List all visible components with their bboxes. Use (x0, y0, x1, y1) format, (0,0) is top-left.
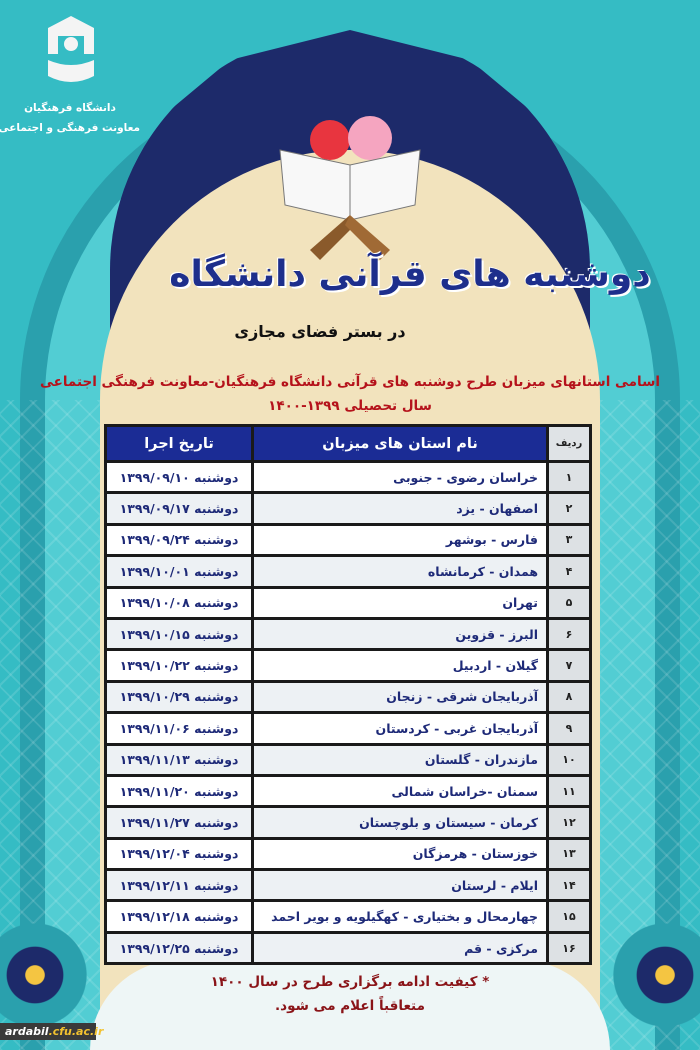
province-name: گیلان - اردبیل (254, 651, 546, 680)
row-number: ۱۴ (549, 871, 589, 900)
province-name: اصفهان - یزد (254, 494, 546, 523)
row-number: ۷ (549, 651, 589, 680)
table-row: ۱۵ چهارمحال و بختیاری - کهگیلویه و بویر ا… (107, 902, 589, 931)
event-date: دوشنبه ۱۳۹۹/۰۹/۱۰ (107, 463, 251, 492)
province-name: خوزستان - هرمزگان (254, 839, 546, 869)
row-number: ۱ (549, 463, 589, 492)
table-row: ۴ همدان - کرمانشاه دوشنبه ۱۳۹۹/۱۰/۰۱ (107, 557, 589, 586)
logo-university-name: دانشگاه فرهنگیان (24, 102, 116, 114)
row-number: ۸ (549, 682, 589, 712)
province-name: همدان - کرمانشاه (254, 557, 546, 586)
table-row: ۸ آذربایجان شرقی - زنجان دوشنبه ۱۳۹۹/۱۰/۲۹ (107, 682, 589, 712)
event-date: دوشنبه ۱۳۹۹/۰۹/۱۷ (107, 494, 251, 523)
event-date: دوشنبه ۱۳۹۹/۱۲/۲۵ (107, 933, 251, 963)
province-name: خراسان رضوی - جنوبی (254, 463, 546, 492)
row-number: ۱۲ (549, 808, 589, 837)
event-date: دوشنبه ۱۳۹۹/۱۱/۲۰ (107, 776, 251, 806)
header-date: تاریخ اجرا (107, 427, 251, 460)
table-row: ۱۱ سمنان -خراسان شمالی دوشنبه ۱۳۹۹/۱۱/۲۰ (107, 776, 589, 806)
row-number: ۶ (549, 619, 589, 649)
row-number: ۵ (549, 588, 589, 617)
event-date: دوشنبه ۱۳۹۹/۱۲/۰۴ (107, 839, 251, 869)
poster-subtitle: در بستر فضای مجازی (234, 322, 406, 341)
watermark-domain: .cfu.ac.ir (48, 1025, 104, 1038)
event-date: دوشنبه ۱۳۹۹/۱۱/۲۷ (107, 808, 251, 837)
row-number: ۱۳ (549, 839, 589, 869)
footer-line-1: * کیفیت ادامه برگزاری طرح در سال ۱۴۰۰ (210, 974, 490, 990)
province-name: آذربایجان شرقی - زنجان (254, 682, 546, 712)
event-date: دوشنبه ۱۳۹۹/۱۰/۲۹ (107, 682, 251, 712)
table-row: ۱۳ خوزستان - هرمزگان دوشنبه ۱۳۹۹/۱۲/۰۴ (107, 839, 589, 869)
poster-title: دوشنبه های قرآنی دانشگاه (169, 254, 651, 295)
table-row: ۶ البرز - قزوین دوشنبه ۱۳۹۹/۱۰/۱۵ (107, 619, 589, 649)
province-name: تهران (254, 588, 546, 617)
event-date: دوشنبه ۱۳۹۹/۱۰/۲۲ (107, 651, 251, 680)
table-row: ۵ تهران دوشنبه ۱۳۹۹/۱۰/۰۸ (107, 588, 589, 617)
event-date: دوشنبه ۱۳۹۹/۰۹/۲۴ (107, 525, 251, 555)
university-logo (48, 16, 94, 82)
province-name: البرز - قزوین (254, 619, 546, 649)
website-watermark: ardabil.cfu.ac.ir (0, 1023, 103, 1040)
province-name: چهارمحال و بختیاری - کهگیلویه و بویر احم… (254, 902, 546, 931)
table-row: ۷ گیلان - اردبیل دوشنبه ۱۳۹۹/۱۰/۲۲ (107, 651, 589, 680)
event-date: دوشنبه ۱۳۹۹/۱۰/۰۱ (107, 557, 251, 586)
table-row: ۳ فارس - بوشهر دوشنبه ۱۳۹۹/۰۹/۲۴ (107, 525, 589, 555)
row-number: ۱۱ (549, 776, 589, 806)
row-number: ۱۰ (549, 745, 589, 774)
footer-line-2: متعاقباً اعلام می شود. (275, 998, 425, 1014)
table-row: ۱۶ مرکزی - قم دوشنبه ۱۳۹۹/۱۲/۲۵ (107, 933, 589, 963)
province-name: کرمان - سیستان و بلوچستان (254, 808, 546, 837)
heading-line-1: اسامی استانهای میزبان طرح دوشنبه های قرآ… (39, 374, 661, 390)
province-name: ایلام - لرستان (254, 871, 546, 900)
event-date: دوشنبه ۱۳۹۹/۱۱/۰۶ (107, 714, 251, 743)
quran-on-stand-icon (279, 116, 421, 260)
event-date: دوشنبه ۱۳۹۹/۱۰/۱۵ (107, 619, 251, 649)
province-name: سمنان -خراسان شمالی (254, 776, 546, 806)
row-number: ۳ (549, 525, 589, 555)
watermark-name: ardabil (5, 1025, 49, 1038)
table-row: ۱ خراسان رضوی - جنوبی دوشنبه ۱۳۹۹/۰۹/۱۰ (107, 463, 589, 492)
event-date: دوشنبه ۱۳۹۹/۱۱/۱۳ (107, 745, 251, 774)
corner-ornament-right (610, 900, 700, 1050)
logo-department-name: معاونت فرهنگی و اجتماعی (0, 122, 140, 134)
province-name: آذربایجان غربی - کردستان (254, 714, 546, 743)
row-number: ۴ (549, 557, 589, 586)
bottom-ornament (90, 960, 610, 1050)
table-row: ۱۴ ایلام - لرستان دوشنبه ۱۳۹۹/۱۲/۱۱ (107, 871, 589, 900)
table-header-row: ردیف نام استان های میزبان تاریخ اجرا (107, 427, 589, 460)
province-name: مرکزی - قم (254, 933, 546, 963)
row-number: ۱۶ (549, 933, 589, 963)
province-name: مازندران - گلستان (254, 745, 546, 774)
footer-note: * کیفیت ادامه برگزاری طرح در سال ۱۴۰۰ مت… (150, 970, 550, 1018)
row-number: ۹ (549, 714, 589, 743)
table-row: ۹ آذربایجان غربی - کردستان دوشنبه ۱۳۹۹/۱۱/… (107, 714, 589, 743)
table-row: ۲ اصفهان - یزد دوشنبه ۱۳۹۹/۰۹/۱۷ (107, 494, 589, 523)
header-province-name: نام استان های میزبان (254, 427, 546, 460)
row-number: ۱۵ (549, 902, 589, 931)
heading-line-2: سال تحصیلی ۱۳۹۹-۱۴۰۰ (268, 398, 432, 414)
table-row: ۱۲ کرمان - سیستان و بلوچستان دوشنبه ۱۳۹۹/۱… (107, 808, 589, 837)
host-provinces-table: ردیف نام استان های میزبان تاریخ اجرا ۱ خر… (104, 424, 592, 966)
table-row: ۱۰ مازندران - گلستان دوشنبه ۱۳۹۹/۱۱/۱۳ (107, 745, 589, 774)
header-row-number: ردیف (549, 427, 589, 460)
row-number: ۲ (549, 494, 589, 523)
logo-text: دانشگاه فرهنگیان معاونت فرهنگی و اجتماعی (0, 98, 140, 138)
event-date: دوشنبه ۱۳۹۹/۱۲/۱۸ (107, 902, 251, 931)
province-name: فارس - بوشهر (254, 525, 546, 555)
event-date: دوشنبه ۱۳۹۹/۱۰/۰۸ (107, 588, 251, 617)
event-date: دوشنبه ۱۳۹۹/۱۲/۱۱ (107, 871, 251, 900)
